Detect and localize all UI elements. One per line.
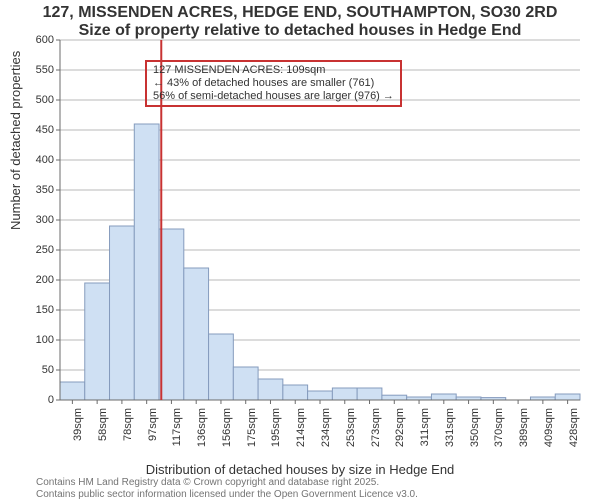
x-tick-label: 97sqm: [147, 408, 159, 458]
y-tick-label: 100: [0, 334, 54, 346]
bar: [60, 382, 85, 400]
y-tick-label: 200: [0, 274, 54, 286]
x-tick-label: 195sqm: [270, 408, 282, 458]
footer-line-1: Contains HM Land Registry data © Crown c…: [36, 477, 379, 488]
x-tick-label: 389sqm: [518, 408, 530, 458]
callout-box: 127 MISSENDEN ACRES: 109sqm ← 43% of det…: [145, 60, 402, 107]
x-tick-label: 136sqm: [196, 408, 208, 458]
x-tick-label: 175sqm: [246, 408, 258, 458]
plot-area: 127 MISSENDEN ACRES: 109sqm ← 43% of det…: [60, 40, 580, 400]
y-tick-label: 400: [0, 154, 54, 166]
bar: [357, 388, 382, 400]
bar: [85, 283, 110, 400]
x-tick-label: 234sqm: [320, 408, 332, 458]
x-axis-label: Distribution of detached houses by size …: [0, 462, 600, 477]
callout-line-2: ← 43% of detached houses are smaller (76…: [153, 77, 394, 90]
x-tick-label: 273sqm: [370, 408, 382, 458]
x-tick-label: 428sqm: [568, 408, 580, 458]
x-tick-label: 311sqm: [419, 408, 431, 458]
y-tick-label: 0: [0, 394, 54, 406]
x-tick-label: 331sqm: [444, 408, 456, 458]
x-tick-label: 214sqm: [295, 408, 307, 458]
x-tick-label: 409sqm: [543, 408, 555, 458]
y-axis-label: Number of detached properties: [8, 51, 23, 230]
bar: [110, 226, 135, 400]
y-tick-label: 350: [0, 184, 54, 196]
x-tick-label: 370sqm: [493, 408, 505, 458]
bar: [431, 394, 456, 400]
bar: [555, 394, 580, 400]
chart-container: 127, MISSENDEN ACRES, HEDGE END, SOUTHAM…: [0, 0, 600, 500]
chart-title-line1: 127, MISSENDEN ACRES, HEDGE END, SOUTHAM…: [0, 4, 600, 22]
bar: [134, 124, 159, 400]
y-tick-label: 300: [0, 214, 54, 226]
y-tick-label: 600: [0, 34, 54, 46]
y-tick-label: 50: [0, 364, 54, 376]
x-tick-label: 253sqm: [345, 408, 357, 458]
chart-title-line2: Size of property relative to detached ho…: [0, 22, 600, 40]
footer-line-2: Contains public sector information licen…: [36, 489, 418, 500]
bar: [233, 367, 258, 400]
bar: [332, 388, 357, 400]
bar: [283, 385, 308, 400]
x-tick-label: 117sqm: [171, 408, 183, 458]
x-tick-label: 350sqm: [469, 408, 481, 458]
bar: [308, 391, 333, 400]
x-tick-label: 156sqm: [221, 408, 233, 458]
bar: [209, 334, 234, 400]
x-tick-label: 39sqm: [72, 408, 84, 458]
y-tick-label: 500: [0, 94, 54, 106]
x-tick-label: 58sqm: [97, 408, 109, 458]
bar: [159, 229, 184, 400]
x-tick-label: 78sqm: [122, 408, 134, 458]
y-tick-label: 550: [0, 64, 54, 76]
y-tick-label: 450: [0, 124, 54, 136]
x-tick-label: 292sqm: [394, 408, 406, 458]
y-tick-label: 250: [0, 244, 54, 256]
callout-line-3: 56% of semi-detached houses are larger (…: [153, 90, 394, 103]
callout-line-1: 127 MISSENDEN ACRES: 109sqm: [153, 64, 394, 77]
bar: [184, 268, 209, 400]
y-tick-label: 150: [0, 304, 54, 316]
bar: [258, 379, 283, 400]
bar: [382, 395, 407, 400]
